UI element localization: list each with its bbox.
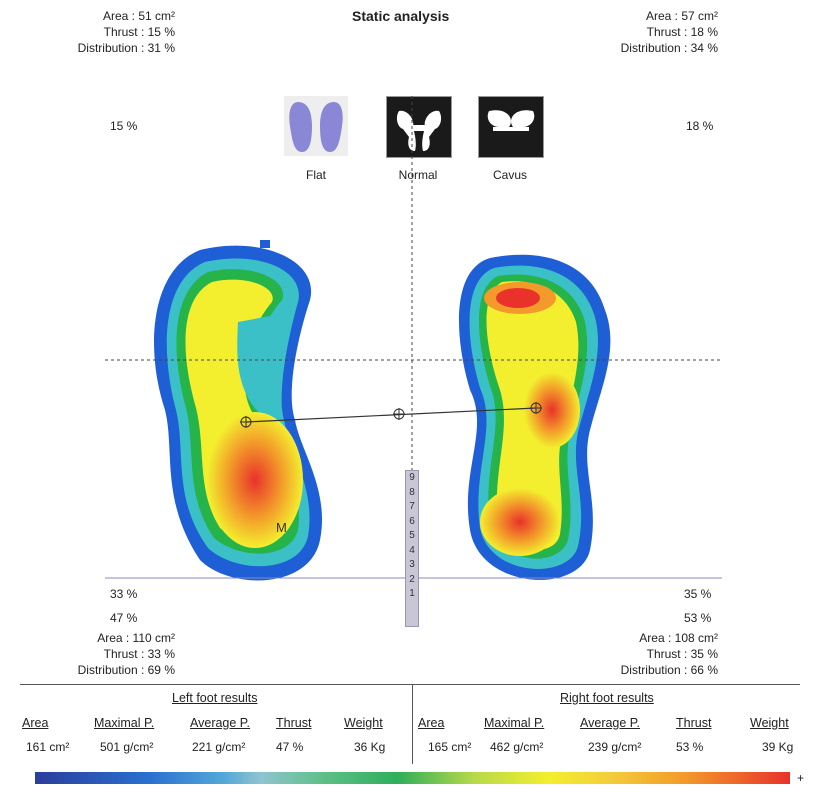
- left-header-avg: Average P.: [190, 716, 251, 730]
- left-value-area: 161 cm²: [26, 740, 70, 754]
- scale-number: 2: [409, 573, 415, 585]
- legend-plus-label: +: [797, 771, 805, 785]
- right-rearfoot-percent-1: 35 %: [684, 587, 712, 601]
- scale-number: 8: [409, 486, 415, 498]
- left-foot-speck: [260, 240, 270, 248]
- right-value-weight: 39 Kg: [762, 740, 794, 754]
- pressure-map: M: [105, 96, 722, 581]
- left-value-avg: 221 g/cm²: [192, 740, 246, 754]
- left-rearfoot-percent-1: 33 %: [110, 587, 138, 601]
- left-rearfoot-distribution: Distribution : 69 %: [77, 663, 175, 677]
- pressure-center-line: [245, 407, 537, 423]
- left-forefoot-distribution: Distribution : 31 %: [77, 41, 175, 55]
- flat-foot-thumbnail[interactable]: [284, 96, 348, 156]
- scale-number: 6: [409, 515, 415, 527]
- scale-number: 4: [409, 544, 415, 556]
- left-header-area: Area: [22, 716, 49, 730]
- left-header-thrust: Thrust: [276, 716, 312, 730]
- right-value-area: 165 cm²: [428, 740, 472, 754]
- cavus-label: Cavus: [492, 168, 527, 182]
- left-header-weight: Weight: [344, 716, 383, 730]
- max-pressure-marker: M: [276, 520, 287, 535]
- right-center-marker: [530, 402, 542, 414]
- left-results-title: Left foot results: [172, 691, 258, 705]
- right-value-avg: 239 g/cm²: [588, 740, 642, 754]
- left-value-thrust: 47 %: [276, 740, 304, 754]
- pressure-color-legend: [35, 772, 790, 784]
- left-rearfoot-area: Area : 110 cm²: [97, 631, 175, 645]
- flat-foot-icon: [284, 96, 348, 156]
- right-foot-print: [458, 254, 611, 580]
- right-results-title: Right foot results: [560, 691, 654, 705]
- right-forefoot-stats: Area : 57 cm² Thrust : 18 % Distribution…: [560, 8, 718, 56]
- left-foot-print: [154, 245, 323, 581]
- results-center-divider: [412, 684, 413, 764]
- right-forefoot-distribution: Distribution : 34 %: [620, 41, 718, 55]
- page-title: Static analysis: [352, 8, 450, 24]
- left-center-marker: [240, 416, 252, 428]
- global-center-marker: [393, 408, 405, 420]
- right-value-max: 462 g/cm²: [490, 740, 544, 754]
- left-forefoot-stats: Area : 51 cm² Thrust : 15 % Distribution…: [20, 8, 175, 56]
- normal-foot-icon: [387, 97, 451, 157]
- left-rearfoot-stats: Area : 110 cm² Thrust : 33 % Distributio…: [20, 630, 175, 678]
- right-header-avg: Average P.: [580, 716, 641, 730]
- cavus-foot-thumbnail[interactable]: [478, 96, 544, 158]
- left-value-weight: 36 Kg: [354, 740, 386, 754]
- right-forefoot-area: Area : 57 cm²: [645, 9, 718, 23]
- right-value-thrust: 53 %: [676, 740, 704, 754]
- right-rearfoot-distribution: Distribution : 66 %: [620, 663, 718, 677]
- left-header-max: Maximal P.: [94, 716, 155, 730]
- scale-number: 9: [409, 472, 415, 483]
- results-divider: [20, 684, 800, 685]
- scale-number: 5: [409, 530, 415, 541]
- left-forefoot-area: Area : 51 cm²: [102, 9, 175, 23]
- scale-number: 1: [409, 588, 415, 599]
- vertical-scale: 9 8 7 6 5 4 3 2 1: [405, 470, 419, 627]
- left-forefoot-percent: 15 %: [110, 119, 138, 133]
- normal-label: Normal: [398, 168, 438, 182]
- left-rearfoot-thrust: Thrust : 33 %: [103, 647, 175, 661]
- right-header-area: Area: [418, 716, 445, 730]
- right-header-weight: Weight: [750, 716, 789, 730]
- scale-number: 3: [409, 559, 415, 570]
- left-rearfoot-percent-2: 47 %: [110, 611, 138, 625]
- right-rearfoot-area: Area : 108 cm²: [639, 631, 718, 645]
- left-value-max: 501 g/cm²: [100, 740, 154, 754]
- cavus-foot-icon: [479, 97, 543, 157]
- flat-label: Flat: [305, 168, 326, 182]
- right-header-thrust: Thrust: [676, 716, 712, 730]
- normal-foot-thumbnail[interactable]: [386, 96, 452, 158]
- right-forefoot-percent: 18 %: [686, 119, 714, 133]
- left-forefoot-thrust: Thrust : 15 %: [103, 25, 175, 39]
- right-rearfoot-percent-2: 53 %: [684, 611, 712, 625]
- right-rearfoot-stats: Area : 108 cm² Thrust : 35 % Distributio…: [550, 630, 718, 678]
- right-rearfoot-thrust: Thrust : 35 %: [646, 647, 718, 661]
- right-header-max: Maximal P.: [484, 716, 545, 730]
- right-forefoot-thrust: Thrust : 18 %: [646, 25, 718, 39]
- scale-number: 7: [409, 501, 415, 512]
